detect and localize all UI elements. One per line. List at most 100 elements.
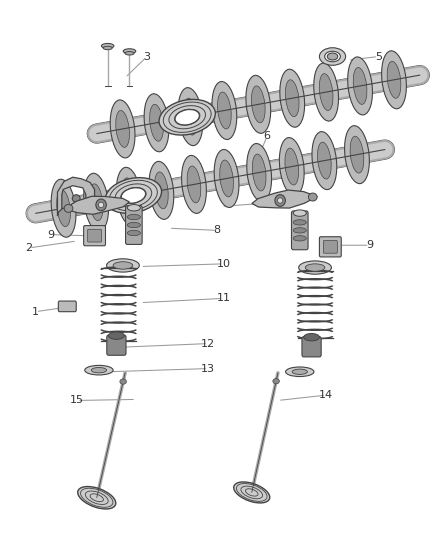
Ellipse shape: [127, 205, 141, 211]
Ellipse shape: [327, 53, 338, 60]
Text: 9: 9: [366, 240, 373, 250]
FancyBboxPatch shape: [126, 206, 142, 245]
FancyBboxPatch shape: [88, 229, 102, 242]
Text: 15: 15: [70, 395, 84, 406]
Text: 8: 8: [213, 225, 220, 236]
Ellipse shape: [51, 179, 76, 237]
Ellipse shape: [234, 482, 270, 503]
Ellipse shape: [127, 222, 141, 228]
Polygon shape: [57, 177, 95, 216]
FancyBboxPatch shape: [291, 211, 308, 250]
Ellipse shape: [127, 214, 141, 220]
Ellipse shape: [212, 82, 237, 140]
Text: 10: 10: [216, 259, 230, 269]
FancyBboxPatch shape: [323, 240, 337, 253]
Ellipse shape: [293, 210, 306, 216]
Ellipse shape: [150, 104, 163, 141]
FancyBboxPatch shape: [84, 225, 106, 246]
Ellipse shape: [85, 366, 113, 375]
Text: 12: 12: [201, 338, 215, 349]
FancyBboxPatch shape: [107, 335, 126, 356]
Ellipse shape: [345, 126, 369, 184]
Ellipse shape: [182, 156, 206, 213]
Text: 7: 7: [268, 198, 275, 208]
Ellipse shape: [220, 160, 233, 197]
Ellipse shape: [109, 332, 124, 340]
Ellipse shape: [113, 262, 133, 269]
Ellipse shape: [218, 92, 231, 129]
Ellipse shape: [278, 198, 283, 203]
Ellipse shape: [280, 69, 304, 127]
Ellipse shape: [91, 368, 106, 373]
Ellipse shape: [308, 193, 317, 201]
Text: 5: 5: [375, 52, 382, 61]
Ellipse shape: [251, 86, 265, 123]
FancyBboxPatch shape: [319, 237, 341, 257]
Ellipse shape: [293, 236, 306, 241]
Ellipse shape: [275, 195, 286, 206]
Text: 14: 14: [319, 390, 333, 400]
Ellipse shape: [144, 94, 169, 152]
Ellipse shape: [64, 204, 73, 212]
Ellipse shape: [252, 154, 266, 191]
Text: 9: 9: [47, 230, 54, 240]
Ellipse shape: [99, 202, 104, 207]
Text: 4: 4: [215, 88, 223, 99]
Ellipse shape: [106, 259, 139, 272]
Ellipse shape: [184, 98, 197, 135]
Ellipse shape: [120, 379, 127, 384]
Ellipse shape: [325, 51, 340, 62]
Ellipse shape: [84, 173, 109, 231]
Text: 6: 6: [264, 131, 271, 141]
Ellipse shape: [246, 75, 271, 133]
Text: 2: 2: [25, 243, 33, 253]
Ellipse shape: [279, 138, 304, 196]
Ellipse shape: [353, 68, 367, 104]
Ellipse shape: [127, 230, 141, 236]
Ellipse shape: [293, 228, 306, 233]
Ellipse shape: [103, 46, 112, 50]
Ellipse shape: [187, 166, 201, 203]
Ellipse shape: [286, 80, 299, 117]
Ellipse shape: [293, 220, 306, 225]
Ellipse shape: [318, 142, 331, 179]
Ellipse shape: [381, 51, 406, 109]
Ellipse shape: [96, 199, 106, 211]
Ellipse shape: [319, 74, 333, 110]
Ellipse shape: [110, 100, 135, 158]
Ellipse shape: [387, 61, 401, 98]
Ellipse shape: [348, 57, 372, 115]
Ellipse shape: [285, 148, 299, 185]
Ellipse shape: [247, 143, 272, 201]
Ellipse shape: [214, 149, 239, 207]
Ellipse shape: [159, 99, 215, 135]
Ellipse shape: [292, 369, 307, 374]
Ellipse shape: [304, 334, 319, 341]
Ellipse shape: [149, 161, 174, 220]
Text: 13: 13: [201, 364, 215, 374]
Ellipse shape: [178, 87, 203, 146]
Ellipse shape: [155, 172, 168, 209]
Ellipse shape: [102, 44, 114, 49]
Ellipse shape: [125, 52, 134, 55]
Ellipse shape: [78, 487, 116, 509]
Text: 11: 11: [216, 293, 230, 303]
Ellipse shape: [89, 184, 103, 221]
Ellipse shape: [105, 177, 162, 213]
Ellipse shape: [57, 190, 71, 227]
Ellipse shape: [314, 63, 339, 121]
Ellipse shape: [319, 48, 346, 65]
Ellipse shape: [175, 110, 199, 125]
Polygon shape: [64, 196, 129, 214]
Polygon shape: [252, 190, 317, 208]
Ellipse shape: [312, 132, 337, 190]
Ellipse shape: [117, 167, 141, 225]
FancyBboxPatch shape: [302, 337, 321, 357]
Ellipse shape: [305, 264, 325, 271]
Ellipse shape: [123, 49, 136, 54]
Ellipse shape: [122, 178, 136, 215]
Ellipse shape: [72, 195, 80, 202]
Ellipse shape: [121, 188, 145, 203]
Ellipse shape: [273, 378, 279, 384]
Text: 1: 1: [32, 306, 39, 317]
